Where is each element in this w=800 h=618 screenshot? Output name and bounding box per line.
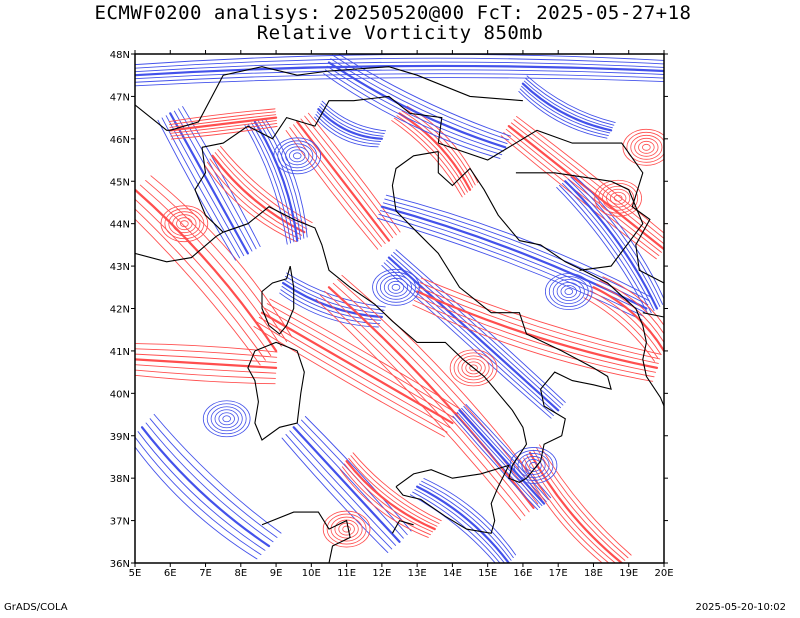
lon-tick-label: 20E: [654, 568, 673, 579]
lat-tick-label: 38N: [110, 474, 130, 485]
lat-tick-label: 46N: [110, 135, 130, 146]
software-credit: GrADS/COLA: [4, 602, 68, 613]
coastlines: [135, 66, 664, 563]
lat-tick-label: 37N: [110, 517, 130, 528]
lon-tick-label: 13E: [408, 568, 427, 579]
map-title: ECMWF0200 analisys: 20250520@00 FcT: 202…: [94, 2, 692, 24]
lat-tick-label: 47N: [110, 92, 130, 103]
lon-tick-label: 18E: [584, 568, 603, 579]
lon-tick-label: 14E: [443, 568, 462, 579]
latitude-axis: 36N 37N 38N 39N 40N 41N 42N 43N 44N 45N 46N 47N 48N: [110, 50, 668, 570]
lon-tick-label: 9E: [270, 568, 283, 579]
lon-tick-label: 16E: [513, 568, 532, 579]
lat-tick-label: 44N: [110, 220, 130, 231]
lon-tick-label: 7E: [199, 568, 212, 579]
lon-tick-label: 5E: [129, 568, 142, 579]
generation-timestamp: 2025-05-20-10:02: [695, 602, 786, 613]
lat-tick-label: 48N: [110, 50, 130, 61]
lat-tick-label: 41N: [110, 347, 130, 358]
lat-tick-label: 40N: [110, 389, 130, 400]
lon-tick-label: 19E: [619, 568, 638, 579]
lon-tick-label: 10E: [302, 568, 321, 579]
lon-tick-label: 11E: [337, 568, 356, 579]
lon-tick-label: 6E: [164, 568, 177, 579]
lat-tick-label: 45N: [110, 177, 130, 188]
lat-tick-label: 42N: [110, 305, 130, 316]
map-subtitle: Relative Vorticity 850mb: [256, 22, 544, 44]
lon-tick-label: 12E: [372, 568, 391, 579]
lat-tick-label: 39N: [110, 432, 130, 443]
vorticity-contours: [135, 54, 664, 563]
lon-tick-label: 8E: [234, 568, 247, 579]
lat-tick-label: 43N: [110, 262, 130, 273]
lon-tick-label: 15E: [478, 568, 497, 579]
lat-tick-label: 36N: [110, 559, 130, 570]
longitude-axis: 5E 6E 7E 8E 9E 10E 11E 12E 13E 14E 15E 16E 17E 18E 19E…: [129, 50, 674, 579]
lon-tick-label: 17E: [549, 568, 568, 579]
